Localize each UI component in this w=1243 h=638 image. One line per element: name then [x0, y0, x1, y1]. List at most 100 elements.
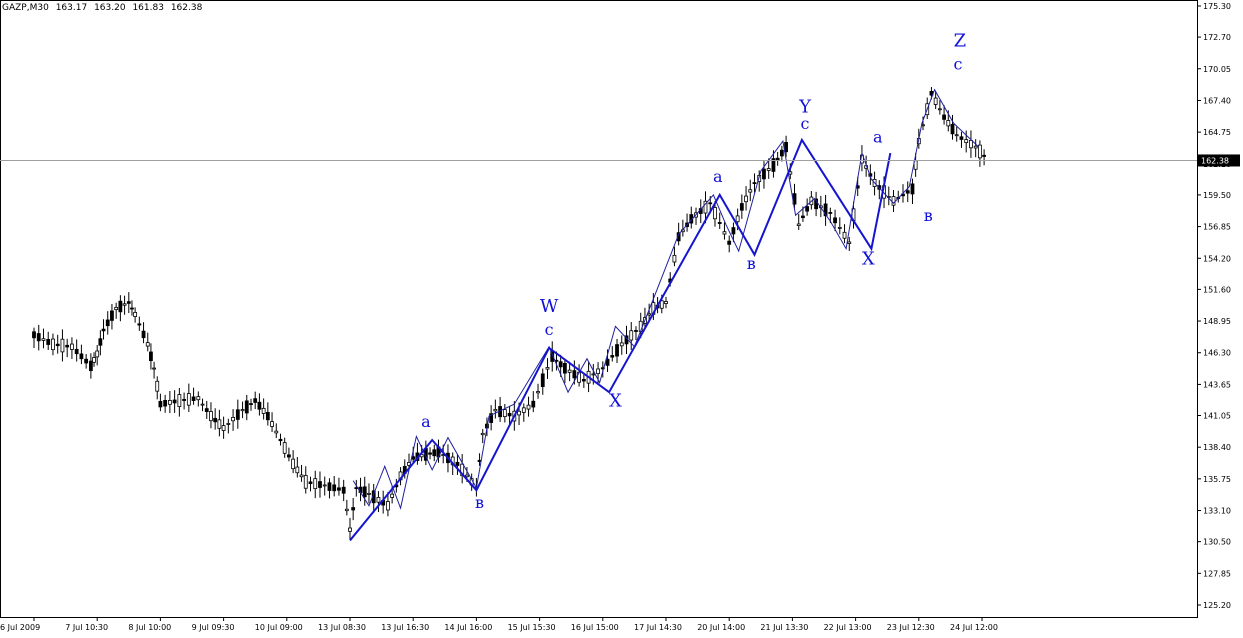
candle-body: [274, 430, 279, 434]
candle-body: [703, 200, 708, 214]
candle-body: [51, 338, 55, 351]
y-tick-label: 143.65: [1203, 380, 1231, 389]
wave-label: a: [713, 167, 723, 186]
y-tick-label: 156.85: [1203, 223, 1231, 232]
candle-body: [36, 333, 41, 342]
candle-body: [672, 254, 677, 263]
candle-body: [79, 353, 84, 360]
candle-body: [536, 391, 540, 394]
candle-body: [95, 350, 100, 358]
x-tick-label: 13 Jul 16:30: [381, 623, 429, 632]
x-tick-label: 8 Jul 10:00: [128, 623, 171, 632]
candle-body: [905, 190, 910, 194]
candle-body: [540, 373, 545, 387]
y-tick-label: 164.75: [1203, 128, 1231, 137]
candle-body: [805, 206, 810, 212]
candle-body: [249, 403, 253, 405]
candle-body: [713, 207, 717, 220]
candle-body: [217, 419, 222, 429]
candle-body: [933, 97, 938, 105]
candle-body: [507, 412, 512, 417]
candle-body: [480, 432, 485, 436]
candle-body: [610, 355, 615, 358]
candle-body: [204, 408, 209, 413]
candle-body: [196, 396, 201, 401]
x-tick-label: 22 Jul 13:00: [824, 623, 872, 632]
candle-body: [428, 452, 432, 455]
candle-body: [231, 416, 235, 422]
candle-body: [581, 379, 586, 382]
x-tick-label: 21 Jul 13:30: [760, 623, 808, 632]
x-tick-label: 9 Jul 09:30: [192, 623, 235, 632]
candle-body: [722, 231, 727, 235]
candle-body: [596, 368, 600, 374]
candle-body: [172, 399, 177, 404]
candle-body: [766, 168, 771, 171]
x-tick-label: 23 Jul 12:30: [887, 623, 935, 632]
y-axis: 175.30172.70170.05167.40164.75162.10159.…: [1197, 2, 1231, 610]
candle-body: [823, 203, 828, 217]
candle-body: [717, 222, 722, 224]
candle-body: [676, 232, 681, 242]
candle-body: [708, 202, 713, 205]
candle-body: [65, 344, 70, 348]
candle-body: [291, 458, 296, 470]
candle-body: [942, 114, 946, 120]
chart-header: GAZP,M30 163.17 163.20 161.83 162.38: [2, 3, 206, 13]
candle-body: [748, 189, 753, 193]
candle-body: [145, 342, 150, 347]
candle-body: [213, 417, 218, 423]
y-tick-label: 170.05: [1203, 65, 1231, 74]
y-tick-label: 141.05: [1203, 411, 1231, 420]
candle-body: [235, 409, 240, 420]
candle-body: [567, 369, 572, 373]
candle-body: [141, 330, 146, 339]
thin-wave-line: [352, 88, 980, 510]
candle-body: [493, 408, 498, 412]
wave-label: Z: [954, 31, 967, 52]
wave-label: W: [540, 296, 559, 317]
candle-body: [465, 474, 469, 478]
candle-body: [828, 212, 833, 214]
candle-body: [526, 404, 531, 410]
wave-label: в: [747, 254, 756, 273]
candle-body: [122, 303, 127, 306]
wave-label: Y: [798, 96, 812, 117]
current-price-marker: 162.38: [0, 154, 1240, 167]
candle-body: [244, 400, 249, 414]
candle-body: [954, 134, 959, 137]
candle-body: [257, 401, 262, 410]
candle-body: [771, 158, 776, 172]
x-axis: 6 Jul 2009 7 Jul 10:30 8 Jul 10:00 9 Jul 09…: [0, 617, 998, 632]
candle-body: [74, 348, 79, 355]
candle-body: [348, 527, 352, 532]
candle-body: [186, 393, 191, 406]
candle-body: [910, 183, 915, 195]
candle-body: [731, 227, 736, 235]
candle-body: [969, 140, 973, 149]
candle-body: [775, 157, 780, 161]
candle-body: [209, 411, 213, 422]
y-tick-label: 135.75: [1203, 475, 1231, 484]
x-tick-label: 6 Jul 2009: [0, 623, 40, 632]
current-price-box: [1198, 154, 1240, 167]
candle-body: [152, 367, 156, 370]
candle-body: [55, 343, 60, 347]
candle-body: [460, 463, 465, 477]
candle-body: [282, 442, 287, 454]
y-tick-label: 172.70: [1203, 33, 1231, 42]
candle-body: [842, 231, 847, 239]
x-tick-label: 15 Jul 15:30: [508, 623, 556, 632]
candle-body: [105, 319, 110, 327]
x-tick-label: 13 Jul 08:30: [318, 623, 366, 632]
candle-body: [837, 227, 842, 229]
candle-body: [92, 357, 96, 363]
candle-body: [634, 330, 638, 332]
candle-body: [664, 301, 668, 304]
candle-body: [137, 323, 142, 326]
candle-body: [101, 328, 106, 332]
candle-body: [299, 474, 304, 478]
candle-body: [502, 409, 507, 418]
candle-body: [270, 421, 274, 427]
